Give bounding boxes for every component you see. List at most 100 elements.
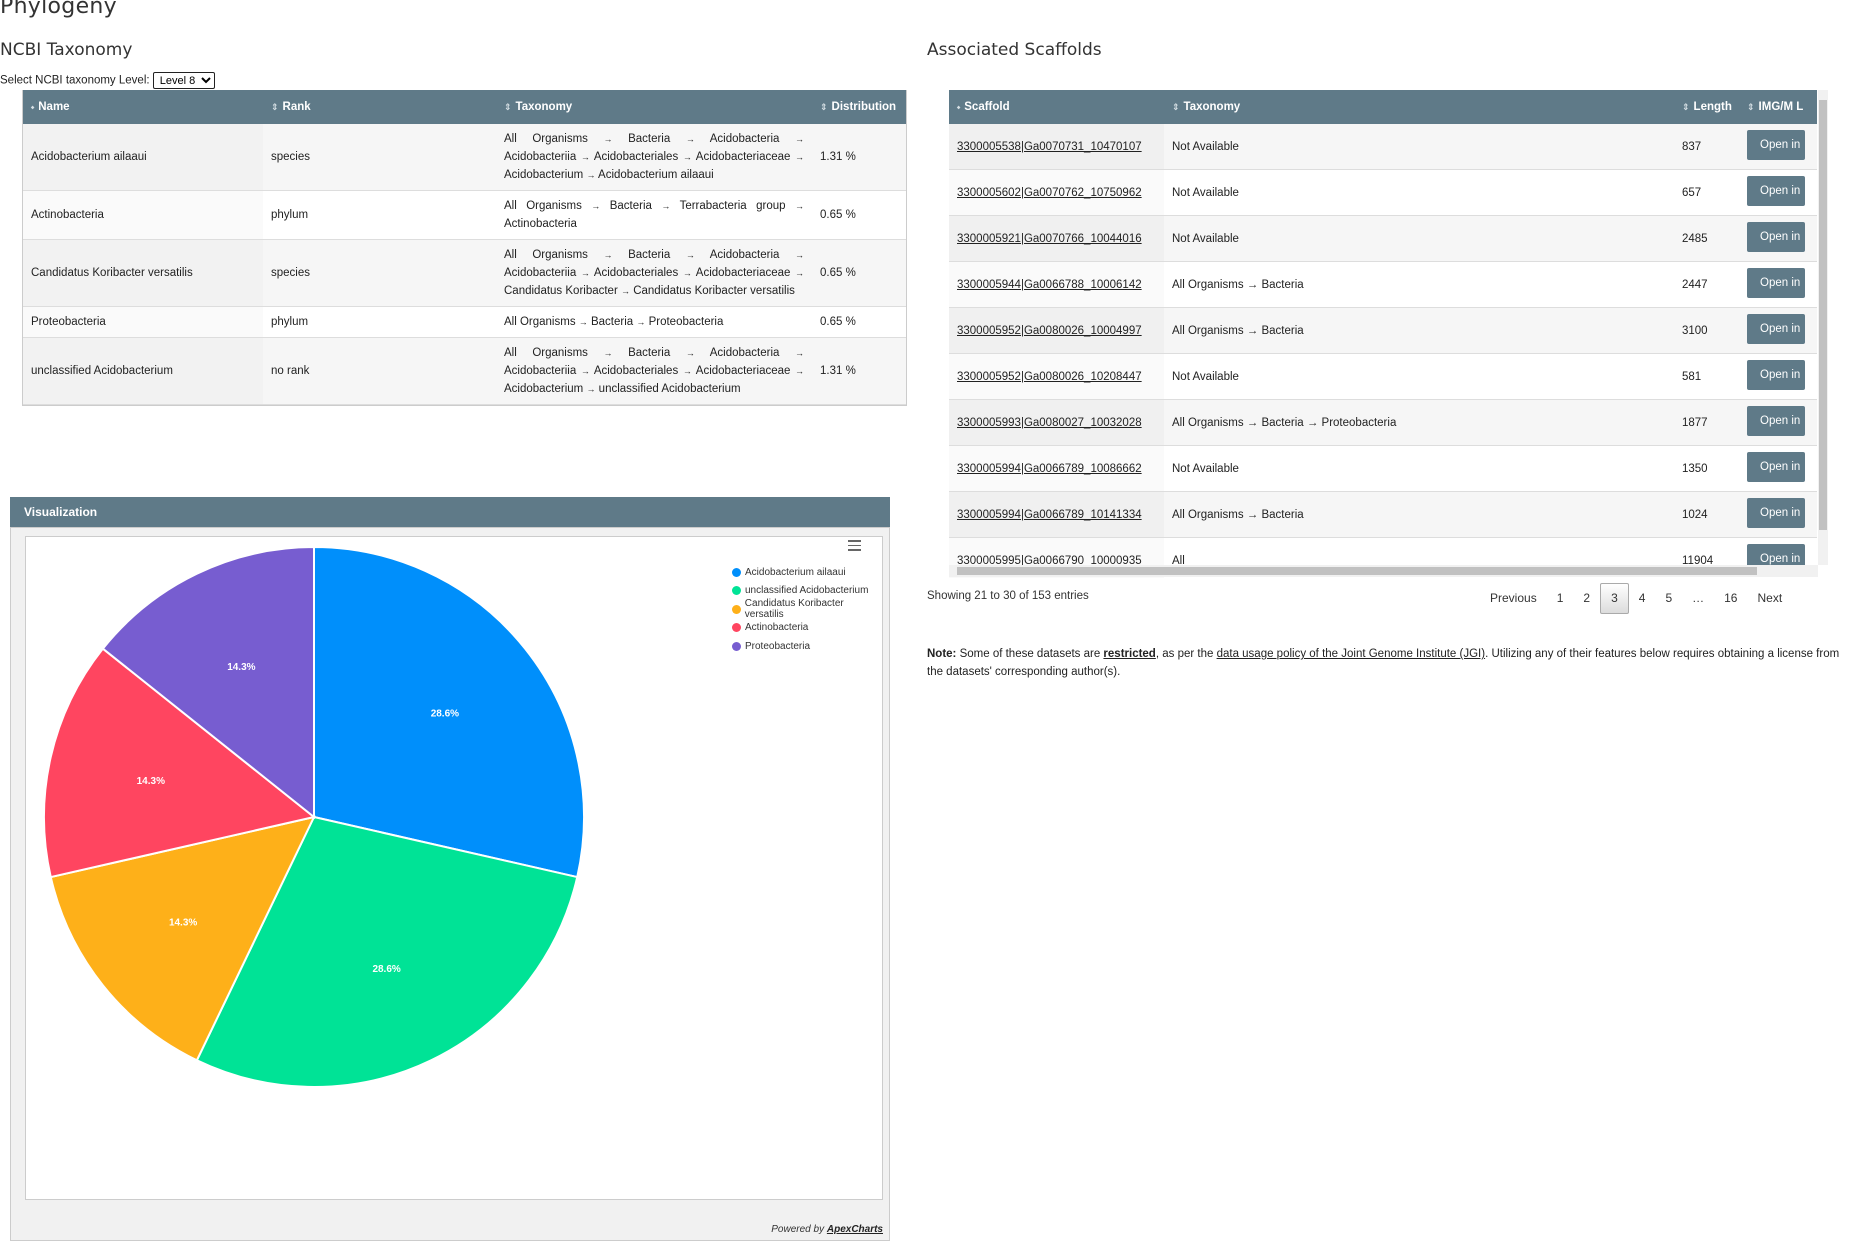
scaffold-link[interactable]: 3300005921|Ga0070766_10044016 — [957, 232, 1142, 245]
associated-scaffolds-title: Associated Scaffolds — [927, 40, 1102, 60]
vertical-scrollbar[interactable] — [1818, 90, 1828, 565]
scaffold-length: 2447 — [1682, 278, 1708, 291]
legend-item[interactable]: Proteobacteria — [732, 637, 882, 656]
open-in-imgm-button[interactable]: Open in — [1747, 268, 1805, 298]
taxon-distribution: 0.65 % — [812, 239, 906, 307]
col-header-scaffold[interactable]: ⬩ Scaffold — [949, 90, 1164, 124]
horizontal-scrollbar[interactable] — [949, 565, 1818, 577]
legend-label: unclassified Acidobacterium — [745, 585, 869, 597]
img-cell: Open in — [1739, 354, 1817, 400]
open-in-imgm-button[interactable]: Open in — [1747, 314, 1805, 344]
visualization-header: Visualization — [10, 497, 890, 527]
pager-page[interactable]: 1 — [1556, 591, 1564, 605]
taxon-lineage: All Organisms → Bacteria → Terrabacteria… — [504, 200, 804, 230]
scaffold-id-cell: 3300005921|Ga0070766_10044016 — [949, 215, 1164, 262]
taxon-rank: phylum — [271, 316, 309, 328]
scaffold-id-cell: 3300005952|Ga0080026_10208447 — [949, 353, 1164, 400]
taxon-distribution: 1.31 % — [812, 124, 906, 191]
ncbi-taxonomy-table: ⬩ Name ⇕ Rank ⇕ Taxonomy ⇕ Distribution Acid… — [22, 90, 907, 406]
pager-page[interactable]: 16 — [1724, 591, 1738, 605]
open-in-imgm-button[interactable]: Open in — [1747, 130, 1805, 160]
chart-legend: Acidobacterium ailaaui unclassified Acido… — [732, 563, 882, 656]
legend-item[interactable]: unclassified Acidobacterium — [732, 582, 882, 601]
scaffold-link[interactable]: 3300005995|Ga0066790_10000935 — [957, 554, 1142, 567]
scaffold-link[interactable]: 3300005538|Ga0070731_10470107 — [957, 140, 1142, 153]
scaffold-link[interactable]: 3300005994|Ga0066789_10141334 — [957, 508, 1142, 521]
scaffold-taxonomy: Not Available — [1172, 370, 1239, 383]
chart-menu-icon[interactable] — [848, 540, 861, 554]
pager-page[interactable]: 4 — [1638, 591, 1646, 605]
img-cell: Open in — [1739, 124, 1817, 170]
scaffold-taxonomy: Not Available — [1164, 124, 1674, 170]
scaffold-link[interactable]: 3300005944|Ga0066788_10006142 — [957, 278, 1142, 291]
scaffold-taxonomy: Not Available — [1172, 462, 1239, 475]
table-row: Candidatus Koribacter versatilis species A… — [23, 239, 906, 307]
pie-data-label: 28.6% — [431, 709, 459, 720]
taxonomy-level-label: Select NCBI taxonomy Level: — [0, 74, 150, 87]
scaffold-length: 581 — [1682, 370, 1702, 383]
scaffold-link[interactable]: 3300005994|Ga0066789_10086662 — [957, 462, 1142, 475]
restricted-link[interactable]: restricted — [1103, 648, 1156, 660]
pie-data-label: 14.3% — [137, 776, 165, 787]
pie-data-label: 14.3% — [169, 917, 197, 928]
open-in-imgm-button[interactable]: Open in — [1747, 360, 1805, 390]
table-row: 3300005952|Ga0080026_10004997 All Organis… — [949, 307, 1817, 354]
scaffold-link[interactable]: 3300005952|Ga0080026_10208447 — [957, 370, 1142, 383]
scaffold-length: 1877 — [1674, 399, 1739, 446]
scaffold-link[interactable]: 3300005952|Ga0080026_10004997 — [957, 324, 1142, 337]
taxonomy-level-select[interactable]: Level 8 — [152, 72, 215, 89]
scaffold-id-cell: 3300005538|Ga0070731_10470107 — [949, 124, 1164, 170]
pie-slice[interactable] — [101, 545, 315, 820]
legend-marker — [732, 586, 741, 596]
pie-slice[interactable] — [43, 647, 317, 879]
taxon-lineage: All Organisms → Bacteria → Proteobacteri… — [504, 316, 724, 328]
legend-item[interactable]: Actinobacteria — [732, 619, 882, 638]
visualization-panel: 28.6% 28.6% 14.3% 14.3% 14.3% Acidobacterium… — [10, 527, 890, 1241]
table-row: 3300005952|Ga0080026_10208447 Not Availab… — [949, 353, 1817, 400]
pie-slice[interactable] — [313, 545, 585, 879]
open-in-imgm-button[interactable]: Open in — [1747, 452, 1805, 482]
col-header-rank[interactable]: ⇕ Rank — [263, 90, 496, 124]
jgi-policy-link[interactable]: data usage policy of the Joint Genome In… — [1216, 648, 1486, 660]
legend-label: Acidobacterium ailaaui — [745, 566, 846, 578]
img-cell: Open in — [1739, 262, 1817, 308]
taxon-name: Actinobacteria — [23, 190, 263, 240]
taxon-distribution: 0.65 % — [820, 316, 856, 328]
taxon-rank: no rank — [263, 337, 496, 405]
table-row: Actinobacteria phylum All Organisms → Bact… — [23, 190, 906, 240]
pager-page[interactable]: 2 — [1583, 591, 1591, 605]
pager-page[interactable]: 5 — [1665, 591, 1673, 605]
scaffold-length: 1024 — [1674, 491, 1739, 538]
pie-slice[interactable] — [195, 815, 579, 1089]
col-header-name[interactable]: ⬩ Name — [23, 90, 263, 124]
pie-slice[interactable] — [49, 815, 316, 1062]
table-info: Showing 21 to 30 of 153 entries — [927, 590, 1089, 602]
scaffold-taxonomy: All Organisms → Bacteria → Proteobacteri… — [1164, 399, 1674, 446]
taxonomy-level-row: Select NCBI taxonomy Level: Level 8 — [0, 72, 215, 89]
pager-previous[interactable]: Previous — [1490, 591, 1537, 605]
scaffold-length: 11904 — [1682, 554, 1714, 567]
table-row: 3300005921|Ga0070766_10044016 Not Availab… — [949, 215, 1817, 262]
open-in-imgm-button[interactable]: Open in — [1747, 406, 1805, 436]
taxon-rank: phylum — [271, 209, 309, 221]
pager-next[interactable]: Next — [1757, 591, 1783, 605]
scaffold-link[interactable]: 3300005602|Ga0070762_10750962 — [957, 186, 1142, 199]
legend-item[interactable]: Candidatus Koribacter versatilis — [732, 598, 882, 620]
open-in-imgm-button[interactable]: Open in — [1747, 498, 1805, 528]
scaffolds-table: ⬩ Scaffold ⇕ Taxonomy ⇕ Length ⇕ IMG/M L 330… — [949, 90, 1828, 578]
apexcharts-link[interactable]: ApexCharts — [826, 1224, 883, 1235]
col-header-length[interactable]: ⇕ Length — [1674, 90, 1739, 124]
open-in-imgm-button[interactable]: Open in — [1747, 222, 1805, 252]
col-header-imgm[interactable]: ⇕ IMG/M L — [1739, 90, 1817, 124]
taxon-lineage: All Organisms → Bacteria → Acidobacteria… — [496, 337, 812, 405]
open-in-imgm-button[interactable]: Open in — [1747, 176, 1805, 206]
col-header-distribution[interactable]: ⇕ Distribution — [812, 90, 906, 124]
sort-icon: ⇕ — [1172, 102, 1180, 112]
col-header-scaffold-taxonomy[interactable]: ⇕ Taxonomy — [1164, 90, 1674, 124]
taxon-lineage: All Organisms → Bacteria → Acidobacteria… — [496, 124, 812, 191]
sort-icon: ⇕ — [820, 102, 828, 112]
pager-page[interactable]: 3 — [1600, 583, 1629, 614]
scaffold-link[interactable]: 3300005993|Ga0080027_10032028 — [957, 416, 1142, 429]
legend-item[interactable]: Acidobacterium ailaaui — [732, 563, 882, 582]
col-header-taxonomy[interactable]: ⇕ Taxonomy — [496, 90, 812, 124]
